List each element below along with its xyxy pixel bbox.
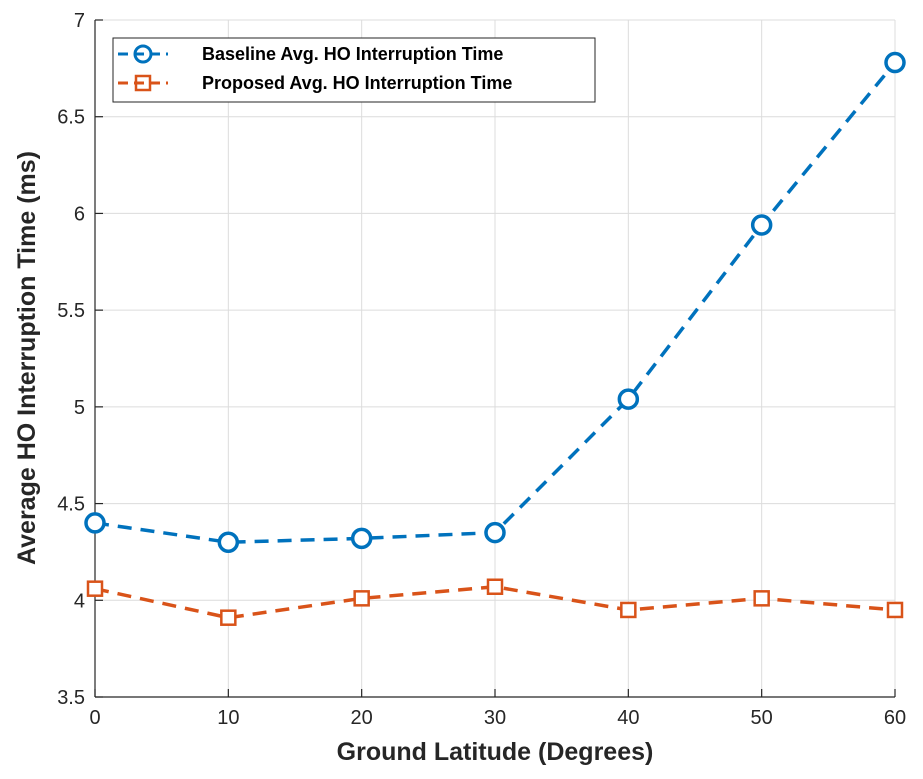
x-tick-label: 30 — [484, 707, 506, 729]
legend-proposed-label: Proposed Avg. HO Interruption Time — [202, 73, 512, 93]
data-point-square — [753, 590, 770, 607]
y-tick-label: 7 — [74, 10, 85, 32]
x-tick-label: 0 — [89, 707, 100, 729]
legend-baseline-label: Baseline Avg. HO Interruption Time — [202, 44, 503, 64]
data-point-circle — [750, 214, 773, 236]
x-tick-label: 20 — [351, 707, 373, 729]
legend: Baseline Avg. HO Interruption Time Propo… — [112, 37, 596, 103]
data-point-circle — [84, 512, 106, 534]
x-tick-label: 40 — [617, 707, 639, 729]
data-point-circle — [617, 388, 640, 410]
data-point-square — [886, 601, 904, 619]
data-point-square — [353, 590, 370, 607]
y-tick-label: 5.5 — [57, 300, 85, 322]
data-point-circle — [350, 527, 373, 550]
data-point-square — [220, 609, 237, 626]
y-axis-title: Average HO Interruption Time (ms) — [13, 151, 41, 565]
x-tick-label: 50 — [751, 707, 773, 729]
tick-labels: 0 10 20 30 40 50 60 3.5 4 4.5 5 5.5 6 6.5 7 — [57, 10, 906, 729]
legend-proposed-marker — [134, 74, 152, 92]
x-axis-title: Ground Latitude (Degrees) — [337, 738, 654, 766]
y-tick-label: 4.5 — [57, 494, 85, 516]
data-point-circle — [484, 521, 506, 544]
y-tick-label: 5 — [74, 397, 85, 419]
y-tick-label: 6 — [74, 203, 85, 225]
legend-baseline-marker — [133, 44, 153, 64]
data-point-circle — [884, 51, 906, 74]
series-baseline — [84, 51, 906, 554]
data-point-square — [86, 580, 104, 597]
data-point-square — [620, 601, 637, 619]
data-point-circle — [217, 531, 240, 554]
series-proposed — [86, 578, 904, 626]
x-tick-label: 60 — [884, 707, 906, 729]
legend-box — [112, 37, 596, 103]
x-tick-label: 10 — [217, 707, 239, 729]
y-tick-label: 4 — [74, 590, 85, 612]
y-tick-label: 3.5 — [57, 687, 85, 709]
data-point-square — [486, 578, 504, 595]
series-layer — [84, 51, 906, 626]
y-tick-label: 6.5 — [57, 107, 85, 129]
